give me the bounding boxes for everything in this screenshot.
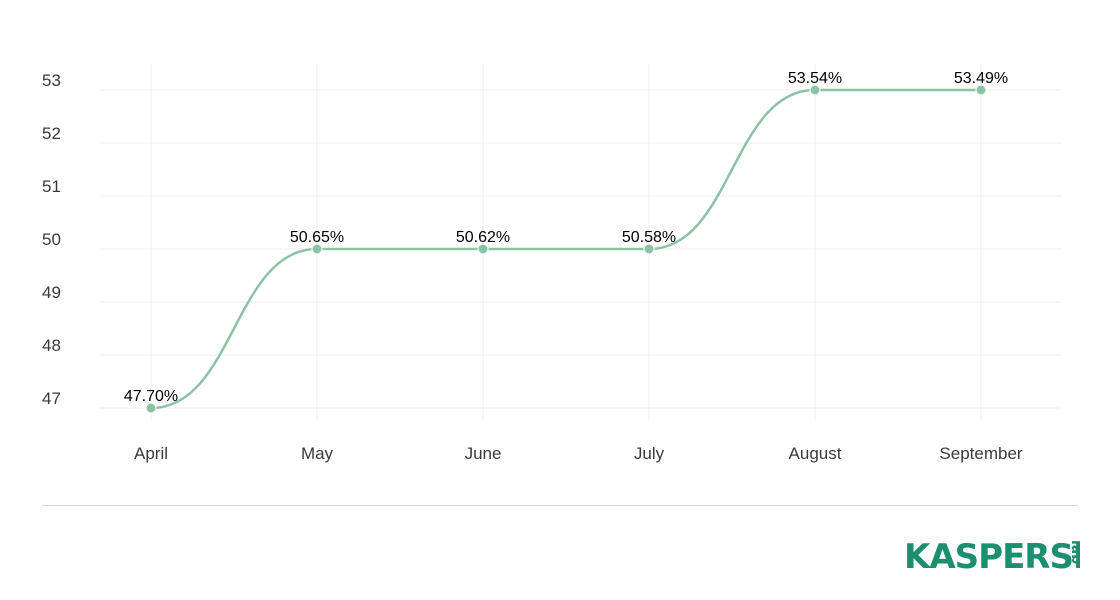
logo-lab-suffix: lab: [1068, 540, 1080, 564]
data-point: [975, 84, 987, 96]
y-tick-label: 49: [42, 283, 61, 302]
x-tick-label: June: [465, 444, 502, 463]
x-tick-label: April: [134, 444, 168, 463]
data-points: [145, 84, 987, 414]
data-point: [643, 243, 655, 255]
y-tick-label: 51: [42, 177, 61, 196]
x-tick-label: May: [301, 444, 334, 463]
data-labels: 47.70% 50.65% 50.62% 50.58% 53.54% 53.49%: [124, 70, 1008, 405]
x-tick-label: August: [789, 444, 842, 463]
y-tick-label: 50: [42, 230, 61, 249]
kaspersky-lab-logo: KASPERSKY lab: [904, 537, 1080, 577]
data-point: [145, 402, 157, 414]
vertical-gridlines: [150, 64, 982, 420]
data-point: [809, 84, 821, 96]
x-axis-tick-labels: April May June July August September: [134, 444, 1023, 463]
data-label: 50.65%: [290, 229, 344, 246]
y-tick-label: 53: [42, 71, 61, 90]
data-label: 47.70%: [124, 388, 178, 405]
data-label: 50.62%: [456, 229, 510, 246]
data-point: [311, 243, 323, 255]
logo-wordmark: KASPERSKY: [904, 537, 1080, 577]
horizontal-gridlines: [100, 89, 1062, 409]
footer-divider: [42, 505, 1078, 506]
data-label: 53.54%: [788, 70, 842, 87]
y-axis-tick-labels: 47 48 49 50 51 52 53: [42, 71, 61, 408]
y-tick-label: 47: [42, 389, 61, 408]
y-tick-label: 48: [42, 336, 61, 355]
x-tick-label: July: [634, 444, 665, 463]
x-tick-label: September: [939, 444, 1022, 463]
data-label: 50.58%: [622, 229, 676, 246]
line-chart: 47 48 49 50 51 52 53 April May June July August Sep…: [42, 64, 1062, 463]
data-point: [477, 243, 489, 255]
data-label: 53.49%: [954, 70, 1008, 87]
y-tick-label: 52: [42, 124, 61, 143]
